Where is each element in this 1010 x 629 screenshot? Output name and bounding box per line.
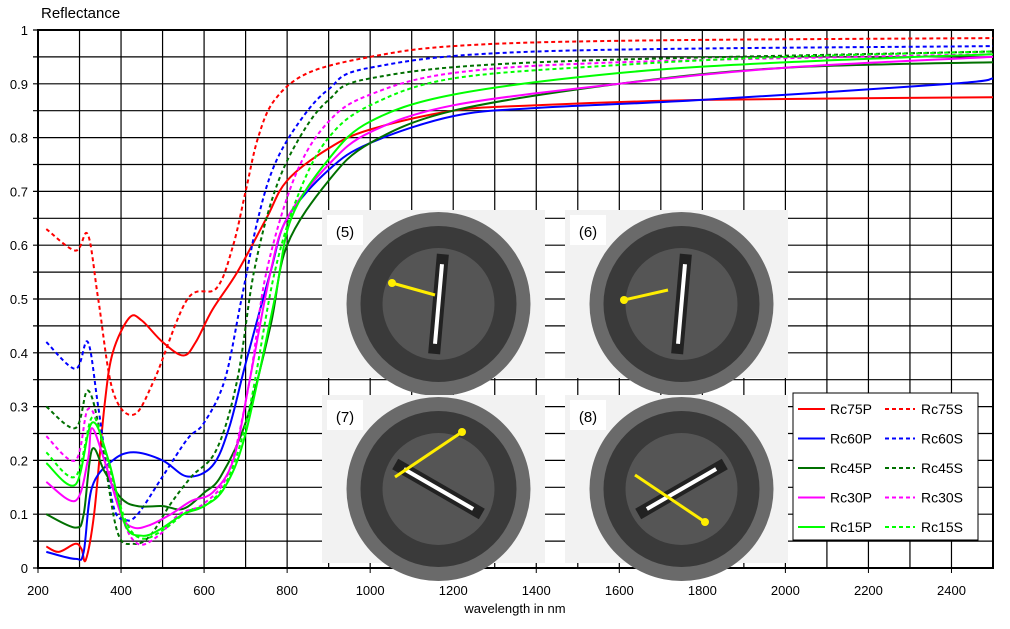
legend-box <box>792 392 979 541</box>
y-tick-label: 0.5 <box>10 292 28 307</box>
legend-label: Rc60P <box>830 431 872 447</box>
x-tick-label: 1800 <box>688 583 717 598</box>
photo-inset: (5) <box>322 210 545 396</box>
photo-label-box <box>327 400 363 430</box>
x-tick-label: 1000 <box>356 583 385 598</box>
series-line-rc15s <box>45 50 994 540</box>
legend: Rc75P Rc60P Rc45P Rc30P Rc15P Rc75S Rc60S Rc45S… <box>792 392 979 541</box>
y-tick-label: 0.8 <box>10 131 28 146</box>
y-tick-label: 0.9 <box>10 77 28 92</box>
series-line-rc60p <box>46 77 994 561</box>
photo-sample-highlight <box>676 263 687 345</box>
photo-label: (5) <box>336 224 354 241</box>
y-tick-label: 0.1 <box>10 507 28 522</box>
legend-label: Rc45P <box>830 460 872 476</box>
series-line-rc45s <box>45 50 994 545</box>
photo-label: (6) <box>579 224 597 241</box>
photo-label: (7) <box>336 409 354 426</box>
y-tick-label: 0.2 <box>10 453 28 468</box>
photo-label-box <box>570 400 606 430</box>
photo-inset: (6) <box>565 210 788 396</box>
x-tick-label: 600 <box>193 583 215 598</box>
plot-frame <box>37 29 994 569</box>
x-tick-label: 2400 <box>937 583 966 598</box>
legend-label: Rc60S <box>921 431 963 447</box>
series-line-rc75p <box>45 96 994 563</box>
photo-label: (8) <box>579 409 597 426</box>
legend-label: Rc45S <box>921 460 963 476</box>
series-lines <box>45 37 994 563</box>
y-tick-label: 0 <box>21 561 28 576</box>
x-tick-label: 2000 <box>771 583 800 598</box>
photo-sample-highlight <box>433 263 444 345</box>
photo-inset: (7) <box>322 395 545 581</box>
x-axis-title: wavelength in nm <box>463 601 565 616</box>
yellow-arrow <box>394 430 463 479</box>
x-tick-label: 2200 <box>854 583 883 598</box>
photo-label-box <box>327 215 363 245</box>
photo-sample-highlight <box>402 467 475 511</box>
y-axis-title: Reflectance <box>41 5 120 22</box>
y-tick-label: 0.6 <box>10 238 28 253</box>
yellow-arrow <box>634 473 706 524</box>
yellow-arrow-head <box>701 518 709 526</box>
x-tick-label: 1200 <box>439 583 468 598</box>
legend-label: Rc75S <box>921 401 963 417</box>
x-tick-label: 200 <box>27 583 49 598</box>
yellow-arrow-head <box>388 279 396 287</box>
y-tick-label: 0.4 <box>10 346 28 361</box>
legend-label: Rc75P <box>830 401 872 417</box>
x-tick-label: 400 <box>110 583 132 598</box>
series-line-rc75s <box>45 37 994 416</box>
series-line-rc30p <box>45 55 994 530</box>
yellow-arrow-head <box>620 296 628 304</box>
series-line-rc60s <box>45 45 994 522</box>
legend-label: Rc30P <box>830 490 872 506</box>
photo-label-box <box>570 215 606 245</box>
yellow-arrow-head <box>458 428 466 436</box>
photo-sample-highlight <box>645 467 718 511</box>
y-tick-label: 0.3 <box>10 400 28 415</box>
series-line-rc30s <box>45 53 994 546</box>
x-tick-label: 1400 <box>522 583 551 598</box>
legend-label: Rc30S <box>921 490 963 506</box>
yellow-arrow <box>391 281 436 297</box>
y-tick-label: 0.7 <box>10 184 28 199</box>
legend-label: Rc15S <box>921 519 963 535</box>
yellow-arrow <box>623 288 669 302</box>
y-tick-label: 1 <box>21 23 28 38</box>
x-tick-label: 1600 <box>605 583 634 598</box>
x-tick-label: 800 <box>276 583 298 598</box>
legend-label: Rc15P <box>830 519 872 535</box>
photo-inset: (8) <box>565 395 788 581</box>
photo-insets: (5) (6) (7) (8) <box>322 210 788 581</box>
